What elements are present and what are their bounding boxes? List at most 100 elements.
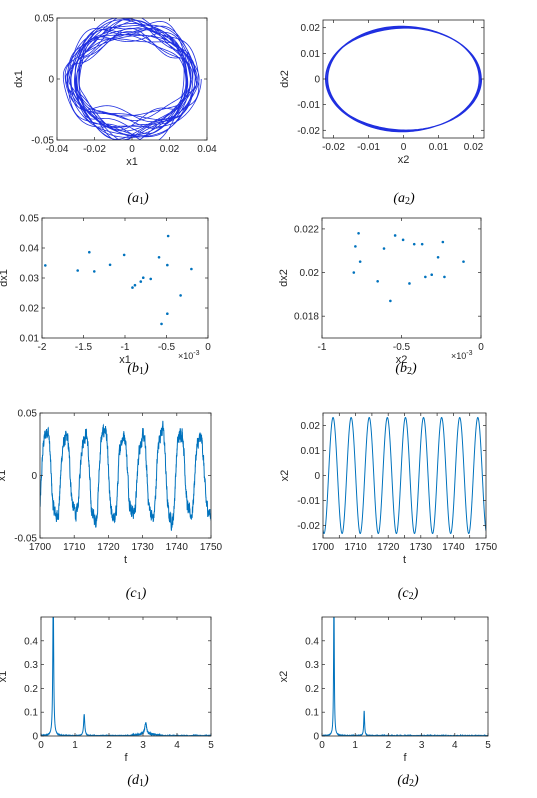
- x-tick-label: -0.04: [46, 144, 69, 155]
- x-tick-label: 2: [386, 740, 392, 751]
- x-tick-label: 0: [319, 740, 325, 751]
- plot-area-d2: [322, 617, 488, 736]
- y-tick-label: 0.02: [301, 421, 321, 432]
- x-tick-label: 1710: [344, 542, 367, 553]
- data-point: [139, 280, 143, 283]
- panel-c1: 1700 1710 1720 1730 1740 1750 -0.05 0 0.05 t x1: [0, 409, 223, 567]
- panel-a2: -0.02 -0.01 0 0.01 0.02 -0.02 -0.01 0 0.01 0.02 x2…: [279, 19, 485, 166]
- data-point: [166, 234, 170, 238]
- data-point: [149, 277, 153, 281]
- y-tick-label: -0.05: [14, 534, 37, 545]
- y-tick-label: 0: [314, 471, 320, 482]
- y-axis-label: dx1: [0, 269, 10, 287]
- panel-c2: 1700 1710 1720 1730 1740 1750 -0.02 -0.01 0 0.01 0…: [279, 412, 498, 566]
- y-axis-label: x1: [0, 671, 9, 683]
- data-point: [401, 238, 405, 242]
- data-point: [389, 299, 392, 303]
- x-tick-label: -2: [38, 342, 47, 353]
- data-point: [141, 276, 145, 280]
- caption-d2: (d2): [397, 773, 419, 789]
- plot-area-b2: [352, 231, 465, 303]
- x-tick-label: -1: [121, 342, 130, 353]
- y-tick-label: 0.3: [305, 660, 319, 671]
- y-axis-label: dx1: [13, 70, 25, 88]
- y-tick-label: 0.05: [35, 14, 55, 25]
- data-point: [443, 275, 446, 279]
- y-tick-label: 0.4: [305, 636, 319, 647]
- x-tick-label: 1730: [410, 542, 433, 553]
- series-line-a2: [324, 25, 483, 133]
- axes-frame-b1: [41, 217, 209, 339]
- x-tick-label: 0.01: [429, 142, 449, 153]
- x-tick-label: 0.02: [464, 142, 484, 153]
- x-tick-label: -0.5: [393, 342, 411, 353]
- y-tick-label: 0.1: [24, 708, 38, 719]
- y-tick-label: 0.018: [294, 312, 319, 323]
- x-tick-label: 1710: [63, 542, 86, 553]
- caption-c2: (c2): [398, 586, 419, 602]
- axes-frame-a1: [56, 17, 208, 141]
- data-point: [44, 264, 47, 267]
- plot-area-a1: [62, 18, 202, 140]
- x-axis-label: f: [124, 752, 128, 764]
- y-tick-label: 0.01: [301, 49, 321, 60]
- plot-area-a2: [324, 25, 483, 133]
- y-tick-label: 0.022: [294, 224, 319, 235]
- data-point: [412, 242, 416, 246]
- data-point: [430, 273, 434, 277]
- x-tick-label: -0.02: [83, 144, 106, 155]
- y-tick-label: 0.04: [20, 244, 40, 255]
- x-tick-label: 0.02: [160, 144, 180, 155]
- data-point: [157, 255, 161, 259]
- x-axis-label: x2: [398, 154, 410, 166]
- y-tick-label: -0.05: [31, 136, 54, 147]
- y-tick-label: 0.05: [18, 409, 38, 420]
- x-tick-label: 1730: [131, 542, 154, 553]
- y-tick-label: 0.01: [20, 334, 40, 345]
- x-tick-label: 0: [401, 142, 407, 153]
- axes-frame-d1: [40, 616, 212, 737]
- data-point: [420, 242, 424, 246]
- y-tick-label: 0: [31, 471, 37, 482]
- plot-area-c1: [40, 420, 211, 531]
- x-tick-label: 1720: [377, 542, 400, 553]
- x-tick-label: -0.02: [322, 142, 345, 153]
- caption-a1: (a1): [127, 191, 149, 207]
- y-axis-label: x2: [279, 470, 291, 482]
- data-point: [354, 245, 357, 248]
- x-axis-label: x1: [119, 354, 131, 366]
- data-point: [436, 255, 440, 259]
- data-point: [382, 247, 386, 250]
- y-tick-label: 0: [48, 75, 54, 86]
- y-tick-label: 0.05: [20, 214, 40, 225]
- plot-area-c2: [323, 416, 486, 535]
- y-tick-label: 0: [314, 75, 320, 86]
- x-axis-label: f: [403, 752, 407, 764]
- data-point: [122, 253, 126, 257]
- data-point: [88, 250, 91, 254]
- y-tick-label: -0.02: [297, 126, 320, 137]
- axes-frame-d2: [321, 616, 489, 737]
- data-point: [190, 267, 193, 271]
- data-point: [393, 234, 397, 237]
- data-point: [462, 260, 465, 263]
- panel-b2: -1 -0.5 0 0.018 0.02 0.022 x2 dx2 ×10-3: [278, 217, 484, 366]
- x-tick-label: 1720: [97, 542, 120, 553]
- x-exponent-label: ×10-3: [178, 350, 200, 361]
- y-tick-label: 0.2: [24, 684, 38, 695]
- series-line-d1: [41, 617, 211, 736]
- x-tick-label: 1750: [475, 542, 498, 553]
- x-tick-label: -0.5: [158, 342, 176, 353]
- axes-frame-c1: [39, 412, 212, 539]
- y-tick-label: 0: [313, 732, 319, 743]
- plot-area-b1: [44, 234, 193, 326]
- panel-b1: -2 -1.5 -1 -0.5 0 0.01 0.02 0.03 0.04 0.05 x1 dx1 ×1…: [0, 214, 211, 367]
- data-point: [160, 322, 163, 326]
- caption-b2: (b2): [395, 361, 417, 377]
- y-tick-label: 0.02: [301, 23, 321, 34]
- series-line-a1: [62, 18, 202, 140]
- axes-frame-b2: [321, 217, 482, 339]
- panel-d2: 0 1 2 3 4 5 0 0.1 0.2 0.3 0.4 f x2: [278, 616, 491, 764]
- x-tick-label: 0: [205, 342, 211, 353]
- x-tick-label: 5: [208, 740, 214, 751]
